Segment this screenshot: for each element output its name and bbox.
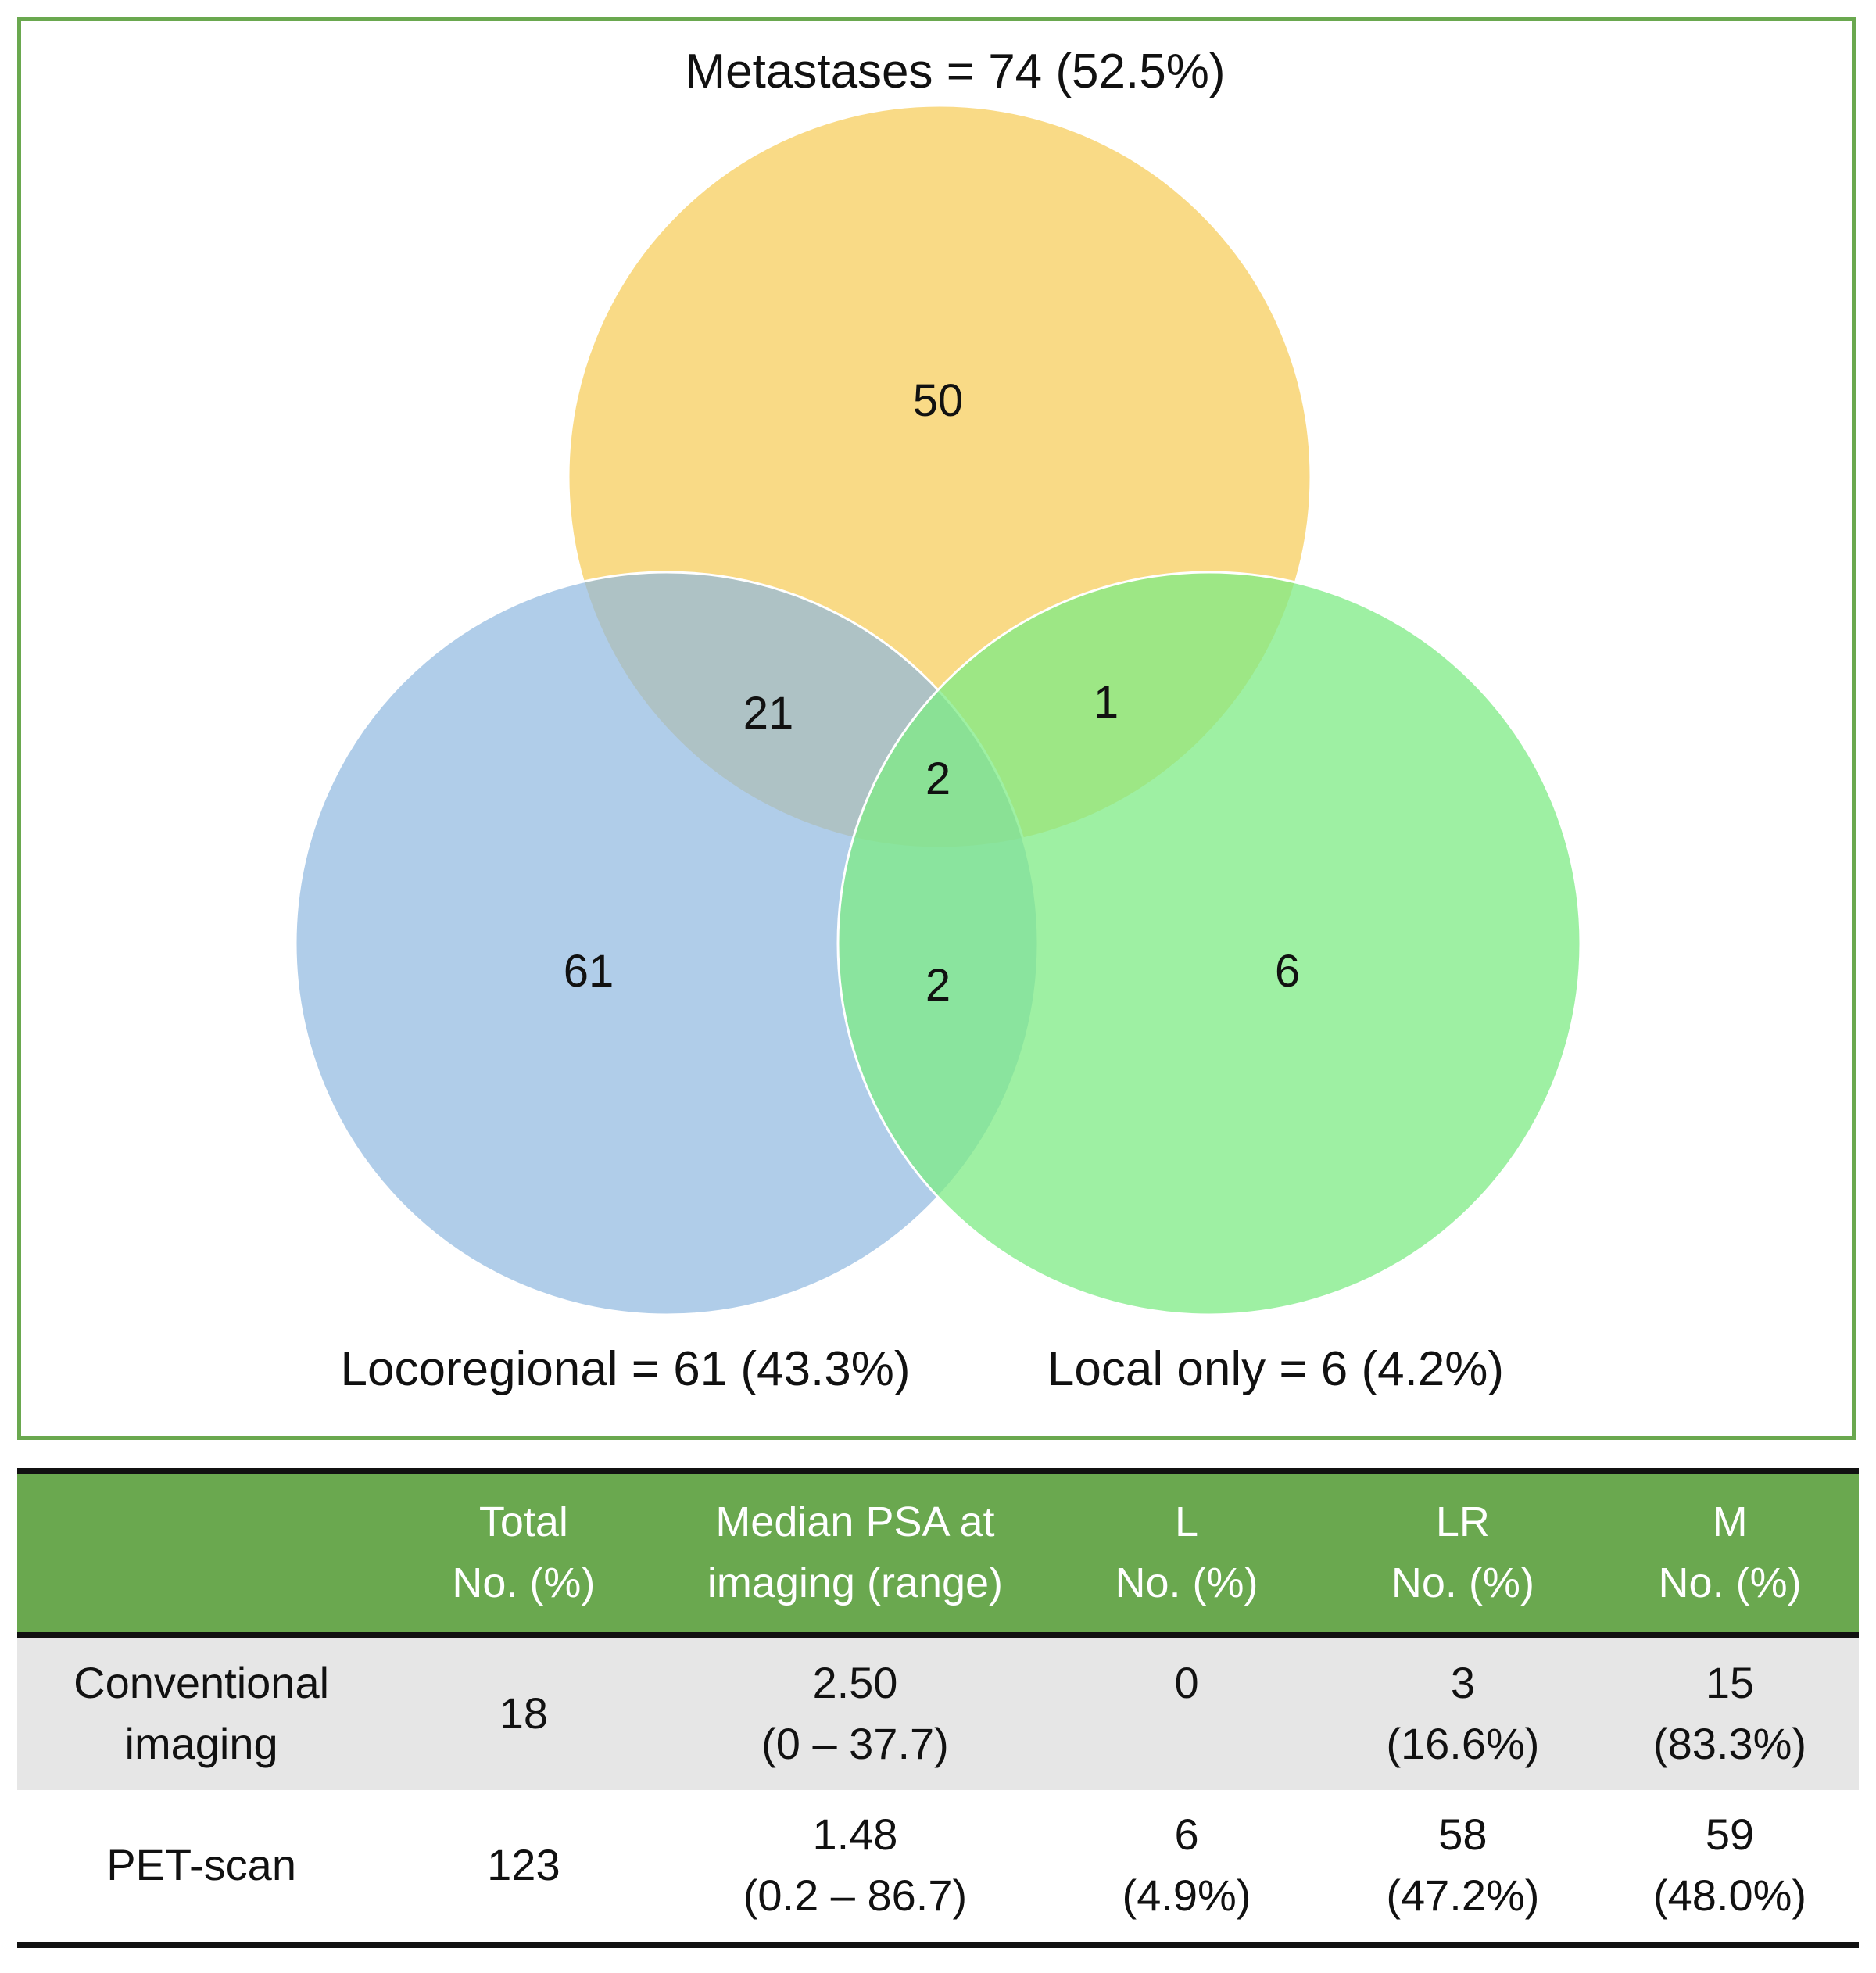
cell-local: 6 (4.9%) — [1122, 1810, 1251, 1920]
cell-locoregional: 58 (47.2%) — [1386, 1810, 1540, 1920]
cell-local: 0 — [1174, 1658, 1199, 1707]
column-header-total: Total No. (%) — [385, 1471, 661, 1635]
cell-locoregional: 3 (16.6%) — [1386, 1658, 1540, 1768]
column-header-line: No. (%) — [452, 1559, 596, 1606]
column-header-line: M — [1712, 1499, 1748, 1545]
region-locoregional-local: 2 — [925, 960, 951, 1011]
summary-table-container: Total No. (%) Median PSA at imaging (ran… — [17, 1468, 1859, 1948]
row-label: PET-scan — [106, 1840, 296, 1889]
column-header-line: LR — [1435, 1499, 1490, 1545]
column-header-psa: Median PSA at imaging (range) — [662, 1471, 1049, 1635]
region-local-only: 6 — [1275, 946, 1300, 997]
region-metastases-locoregional: 21 — [743, 688, 794, 739]
cell-total: 18 — [499, 1688, 549, 1738]
table-header-row: Total No. (%) Median PSA at imaging (ran… — [17, 1471, 1859, 1635]
column-header-line: Median PSA at — [715, 1499, 995, 1545]
row-label: Conventional imaging — [73, 1658, 330, 1768]
imaging-summary-table: Total No. (%) Median PSA at imaging (ran… — [17, 1468, 1859, 1948]
column-header-metastases: M No. (%) — [1601, 1471, 1859, 1635]
local-set-label: Local only = 6 (4.2%) — [1047, 1342, 1504, 1396]
cell-metastases: 15 (83.3%) — [1653, 1658, 1807, 1768]
locoregional-set-label: Locoregional = 61 (43.3%) — [341, 1342, 911, 1396]
column-header-locoregional: LR No. (%) — [1325, 1471, 1601, 1635]
cell-metastases: 59 (48.0%) — [1653, 1810, 1807, 1920]
region-metastases-only: 50 — [913, 375, 964, 426]
cell-psa: 1.48 (0.2 – 86.7) — [743, 1810, 968, 1920]
column-header-line: L — [1175, 1499, 1199, 1545]
column-header-line: imaging (range) — [707, 1559, 1004, 1606]
column-header-line: Total — [478, 1499, 568, 1545]
column-header-line: No. (%) — [1115, 1559, 1258, 1606]
venn-diagram: Metastases = 74 (52.5%) Locoregional = 6… — [294, 45, 1582, 1396]
region-locoregional-only: 61 — [564, 946, 614, 997]
cell-total: 123 — [487, 1840, 560, 1889]
region-metastases-local: 1 — [1094, 677, 1119, 728]
column-header-line: No. (%) — [1658, 1559, 1802, 1606]
table-row-conventional-imaging: Conventional imaging 18 2.50 (0 – 37.7) … — [17, 1635, 1859, 1790]
table-row-pet-scan: PET-scan 123 1.48 (0.2 – 86.7) 6 (4.9%) … — [17, 1790, 1859, 1945]
venn-diagram-frame — [17, 17, 1856, 1440]
local-circle — [836, 571, 1582, 1316]
cell-psa: 2.50 (0 – 37.7) — [761, 1658, 949, 1768]
column-header-line: No. (%) — [1391, 1559, 1534, 1606]
region-all-three: 2 — [925, 754, 951, 804]
column-header-label — [17, 1471, 385, 1635]
column-header-local: L No. (%) — [1048, 1471, 1324, 1635]
metastases-set-label: Metastases = 74 (52.5%) — [686, 45, 1226, 98]
